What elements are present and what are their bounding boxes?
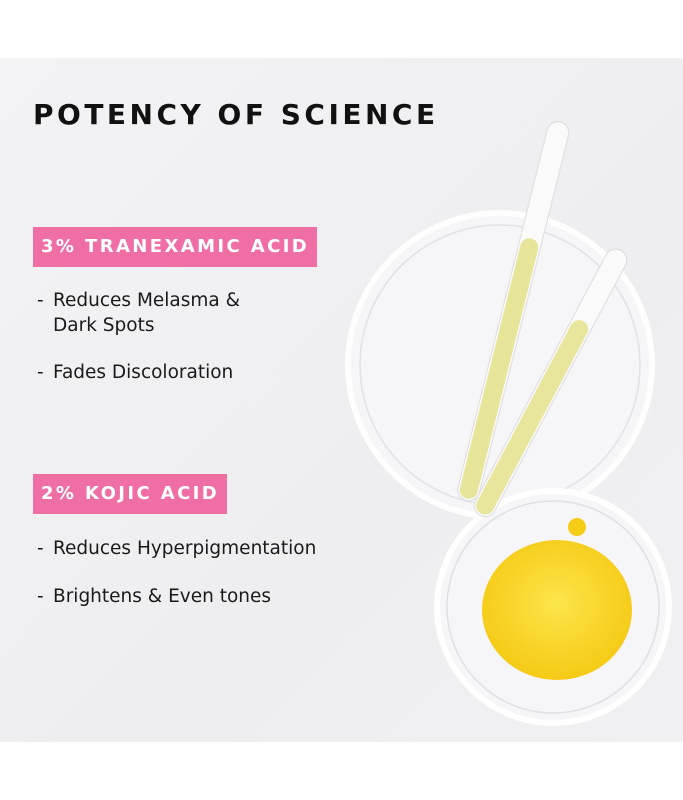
bullet-dash: - <box>37 362 44 383</box>
petri-dish-bottom-rim <box>446 500 660 714</box>
serum-droplet <box>568 518 586 536</box>
test-tube-2 <box>473 248 628 518</box>
test-tube-1 <box>457 121 570 502</box>
benefit-item: - Brightens & Even tones <box>37 584 271 609</box>
page-title: POTENCY OF SCIENCE <box>33 98 439 131</box>
benefit-text: Brightens & Even tones <box>53 586 272 607</box>
benefit-text: Reduces Hyperpigmentation <box>53 538 317 559</box>
bullet-dash: - <box>37 538 44 559</box>
benefit-item: - Fades Discoloration <box>37 360 233 385</box>
benefit-text: Fades Discoloration <box>53 362 234 383</box>
benefit-line: Dark Spots <box>53 315 155 336</box>
benefit-item: - Reduces Hyperpigmentation <box>37 536 316 561</box>
ingredient-tag-tranexamic: 3% TRANEXAMIC ACID <box>33 227 318 267</box>
ingredient-tag-kojic: 2% KOJIC ACID <box>33 474 228 514</box>
benefit-line: Reduces Melasma & <box>53 290 241 311</box>
bullet-dash: - <box>37 290 44 311</box>
benefit-item: - Reduces Melasma & Dark Spots <box>37 288 240 338</box>
benefit-text: Reduces Melasma & Dark Spots <box>53 288 240 338</box>
bullet-dash: - <box>37 586 44 607</box>
serum-drop <box>482 540 632 680</box>
